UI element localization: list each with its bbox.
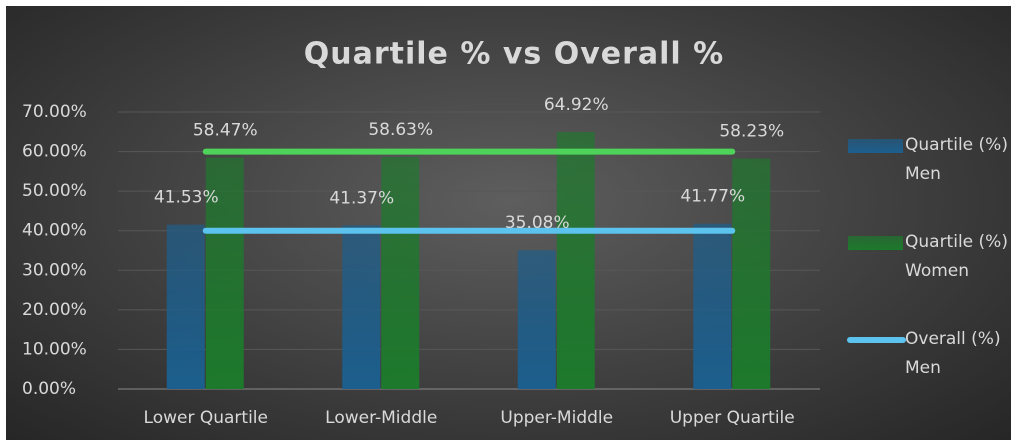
x-tick-label: Upper Quartile bbox=[670, 408, 795, 428]
legend-swatch bbox=[848, 236, 903, 250]
data-label: 35.08% bbox=[505, 213, 570, 233]
y-tick-label: 60.00% bbox=[22, 142, 87, 162]
data-label: 58.63% bbox=[368, 120, 433, 140]
y-tick-label: 30.00% bbox=[22, 260, 87, 280]
legend-label: Overall (%) Men bbox=[905, 329, 1001, 378]
y-tick-label: 50.00% bbox=[22, 181, 87, 201]
data-label: 58.23% bbox=[719, 122, 784, 142]
x-tick-label: Lower-Middle bbox=[325, 408, 437, 428]
y-tick-label: 20.00% bbox=[22, 300, 87, 320]
data-label: 58.47% bbox=[193, 121, 258, 141]
bar bbox=[205, 157, 244, 389]
bar bbox=[381, 156, 420, 389]
x-tick-label: Upper-Middle bbox=[500, 408, 613, 428]
legend-label: Quartile (%) Men bbox=[905, 135, 1008, 184]
data-label: 41.77% bbox=[680, 187, 745, 207]
bar bbox=[556, 132, 595, 389]
chart-title: Quartile % vs Overall % bbox=[304, 37, 724, 72]
x-tick-label: Lower Quartile bbox=[144, 408, 268, 428]
y-tick-label: 70.00% bbox=[22, 102, 87, 122]
y-tick-label: 0.00% bbox=[22, 379, 76, 399]
y-tick-label: 10.00% bbox=[22, 339, 87, 359]
legend-label: Quartile (%) Women bbox=[905, 232, 1008, 281]
bar bbox=[166, 224, 205, 389]
legend-swatch bbox=[848, 139, 903, 153]
bar bbox=[517, 250, 556, 389]
y-tick-label: 40.00% bbox=[22, 221, 87, 241]
bar bbox=[732, 158, 771, 389]
data-label: 41.37% bbox=[329, 188, 394, 208]
bar bbox=[342, 225, 381, 389]
data-label: 41.53% bbox=[154, 188, 219, 208]
data-label: 64.92% bbox=[544, 95, 609, 115]
bar bbox=[693, 223, 732, 389]
